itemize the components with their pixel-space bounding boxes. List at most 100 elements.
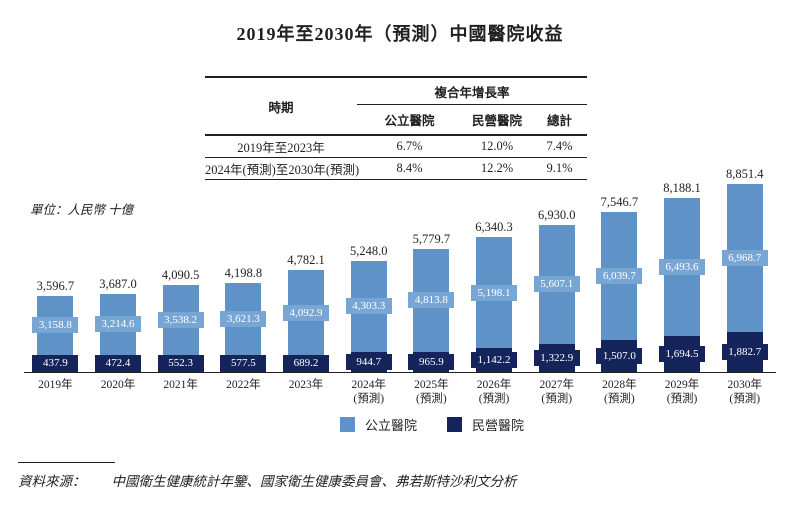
public-segment: 3,214.6 bbox=[95, 293, 141, 355]
bar-column: 4,198.8 3,621.3 577.5 bbox=[212, 266, 275, 372]
bar-total-label: 4,782.1 bbox=[287, 253, 325, 268]
bar-column: 7,546.7 6,039.7 1,507.0 bbox=[588, 195, 651, 372]
x-axis-label: 2022年 bbox=[226, 379, 261, 391]
private-value-label: 689.2 bbox=[283, 355, 330, 372]
stacked-bar-chart: 3,596.7 3,158.8 437.9 3,687.0 3,214.6 472.4 4,… bbox=[24, 164, 776, 407]
public-value-label: 4,303.3 bbox=[345, 298, 392, 315]
stacked-bar: 4,092.9 689.2 bbox=[283, 270, 330, 372]
private-value-label: 472.4 bbox=[95, 355, 141, 372]
stacked-bar: 3,621.3 577.5 bbox=[220, 282, 267, 372]
public-value-label: 5,198.1 bbox=[471, 284, 518, 301]
bar-total-label: 8,851.4 bbox=[725, 167, 764, 181]
public-value-label: 4,092.9 bbox=[283, 304, 330, 321]
legend-label-private: 民營醫院 bbox=[472, 418, 525, 433]
table-row: 2019年至2023年 6.7% 12.0% 7.4% bbox=[205, 135, 588, 158]
public-hospital-swatch-icon bbox=[340, 417, 355, 432]
bar-total-label: 5,779.7 bbox=[412, 232, 451, 247]
x-axis-label: 2025年 (預測) bbox=[414, 379, 449, 406]
public-value-label: 6,493.6 bbox=[659, 259, 706, 276]
stacked-bar: 3,158.8 437.9 bbox=[32, 295, 79, 372]
private-value-label: 552.3 bbox=[157, 355, 204, 372]
private-value-label: 437.9 bbox=[32, 355, 79, 372]
x-axis-label: 2023年 bbox=[288, 379, 324, 391]
table-cell-period: 2019年至2023年 bbox=[205, 135, 357, 158]
table-subheader-total: 總計 bbox=[532, 104, 588, 136]
stacked-bar: 3,214.6 472.4 bbox=[95, 293, 141, 372]
bar-total-label: 7,546.7 bbox=[600, 194, 639, 209]
public-value-label: 4,813.8 bbox=[408, 292, 455, 309]
private-value-label: 1,694.5 bbox=[659, 345, 706, 363]
bar-column: 4,090.5 3,538.2 552.3 bbox=[149, 268, 212, 372]
private-value-label: 1,882.7 bbox=[721, 343, 768, 361]
table-subheader-public: 公立醫院 bbox=[357, 104, 462, 136]
public-segment: 5,198.1 bbox=[471, 237, 518, 348]
table-row: 2024年(預測)至2030年(預測) 8.4% 12.2% 9.1% bbox=[205, 157, 588, 180]
cagr-table: 時期 複合年增長率 公立醫院 民營醫院 總計 2019年至2023年 6.7% … bbox=[205, 76, 588, 180]
public-value-label: 3,621.3 bbox=[220, 310, 267, 327]
private-hospital-swatch-icon bbox=[447, 417, 463, 432]
private-segment: 965.9 bbox=[408, 351, 455, 372]
table-cell-total-cagr: 9.1% bbox=[532, 157, 588, 180]
source-content: 中國衛生健康統計年鑒、國家衛生健康委員會、弗若斯特沙利文分析 bbox=[111, 474, 517, 489]
table-cell-private-cagr: 12.0% bbox=[462, 135, 532, 158]
chart-legend: 公立醫院 民營醫院 bbox=[340, 415, 524, 434]
bar-column: 4,782.1 4,092.9 689.2 bbox=[275, 253, 338, 372]
bar-column: 6,930.0 5,607.1 1,322.9 bbox=[525, 208, 588, 372]
public-segment: 3,621.3 bbox=[220, 282, 267, 355]
private-segment: 437.9 bbox=[32, 355, 79, 372]
public-value-label: 6,968.7 bbox=[721, 249, 768, 267]
bar-total-label: 4,198.8 bbox=[224, 265, 263, 280]
bar-total-label: 6,930.0 bbox=[537, 207, 576, 222]
public-segment: 4,813.8 bbox=[408, 249, 455, 352]
table-cell-public-cagr: 6.7% bbox=[357, 135, 462, 158]
bar-total-label: 3,687.0 bbox=[99, 276, 137, 291]
x-axis-label: 2028年 (預測) bbox=[602, 379, 637, 406]
bar-total-label: 4,090.5 bbox=[161, 268, 200, 283]
x-axis-label: 2024年 (預測) bbox=[351, 379, 386, 406]
public-segment: 3,158.8 bbox=[32, 295, 79, 355]
public-value-label: 5,607.1 bbox=[533, 276, 580, 293]
private-segment: 1,142.2 bbox=[471, 347, 518, 372]
table-cell-private-cagr: 12.2% bbox=[462, 157, 532, 180]
table-header-period: 時期 bbox=[205, 77, 357, 136]
stacked-bar: 5,607.1 1,322.9 bbox=[533, 224, 580, 372]
stacked-bar: 5,198.1 1,142.2 bbox=[471, 237, 518, 372]
private-segment: 472.4 bbox=[95, 355, 141, 372]
table-cell-period: 2024年(預測)至2030年(預測) bbox=[205, 157, 359, 180]
legend-item-private: 民營醫院 bbox=[447, 415, 524, 434]
public-segment: 3,538.2 bbox=[157, 285, 204, 355]
private-segment: 1,322.9 bbox=[533, 343, 580, 372]
bar-total-label: 6,340.3 bbox=[475, 220, 513, 235]
public-segment: 6,493.6 bbox=[659, 198, 706, 337]
private-segment: 689.2 bbox=[283, 355, 330, 372]
private-value-label: 1,142.2 bbox=[471, 351, 518, 368]
source-block: 資料來源： 中國衛生健康統計年鑒、國家衛生健康委員會、弗若斯特沙利文分析 bbox=[18, 462, 788, 490]
stacked-bar: 4,303.3 944.7 bbox=[345, 260, 392, 372]
x-axis-label: 2020年 bbox=[100, 379, 136, 391]
stacked-bar: 6,039.7 1,507.0 bbox=[596, 211, 643, 372]
legend-item-public: 公立醫院 bbox=[340, 415, 417, 434]
table-cell-total-cagr: 7.4% bbox=[532, 135, 588, 158]
x-axis-row: 2019年 2020年 2021年 2022年 2023年 2024年 (預測) 2025年(… bbox=[24, 378, 776, 407]
x-axis-label: 2021年 bbox=[163, 379, 198, 391]
private-value-label: 1,507.0 bbox=[596, 347, 643, 365]
x-axis-label: 2029年 (預測) bbox=[664, 379, 700, 406]
bar-column: 5,779.7 4,813.8 965.9 bbox=[400, 232, 463, 372]
x-axis-label: 2019年 bbox=[38, 379, 73, 391]
public-segment: 4,092.9 bbox=[283, 270, 330, 355]
x-axis-label: 2027年 (預測) bbox=[539, 379, 574, 406]
private-value-label: 1,322.9 bbox=[533, 349, 580, 366]
table-cell-public-cagr: 8.4% bbox=[357, 157, 462, 180]
source-divider bbox=[18, 462, 115, 463]
stacked-bar: 4,813.8 965.9 bbox=[408, 249, 455, 372]
table-header-cagr: 複合年增長率 bbox=[357, 77, 588, 105]
bar-column: 3,596.7 3,158.8 437.9 bbox=[24, 279, 87, 372]
bar-total-label: 8,188.1 bbox=[663, 181, 701, 196]
table-subheader-private: 民營醫院 bbox=[462, 104, 532, 136]
public-value-label: 3,214.6 bbox=[95, 316, 141, 333]
private-value-label: 944.7 bbox=[345, 353, 392, 371]
bar-column: 3,687.0 3,214.6 472.4 bbox=[87, 277, 150, 372]
chart-title: 2019年至2030年（預測）中國醫院收益 bbox=[236, 24, 564, 44]
public-segment: 6,039.7 bbox=[596, 211, 643, 340]
public-segment: 5,607.1 bbox=[533, 224, 580, 344]
